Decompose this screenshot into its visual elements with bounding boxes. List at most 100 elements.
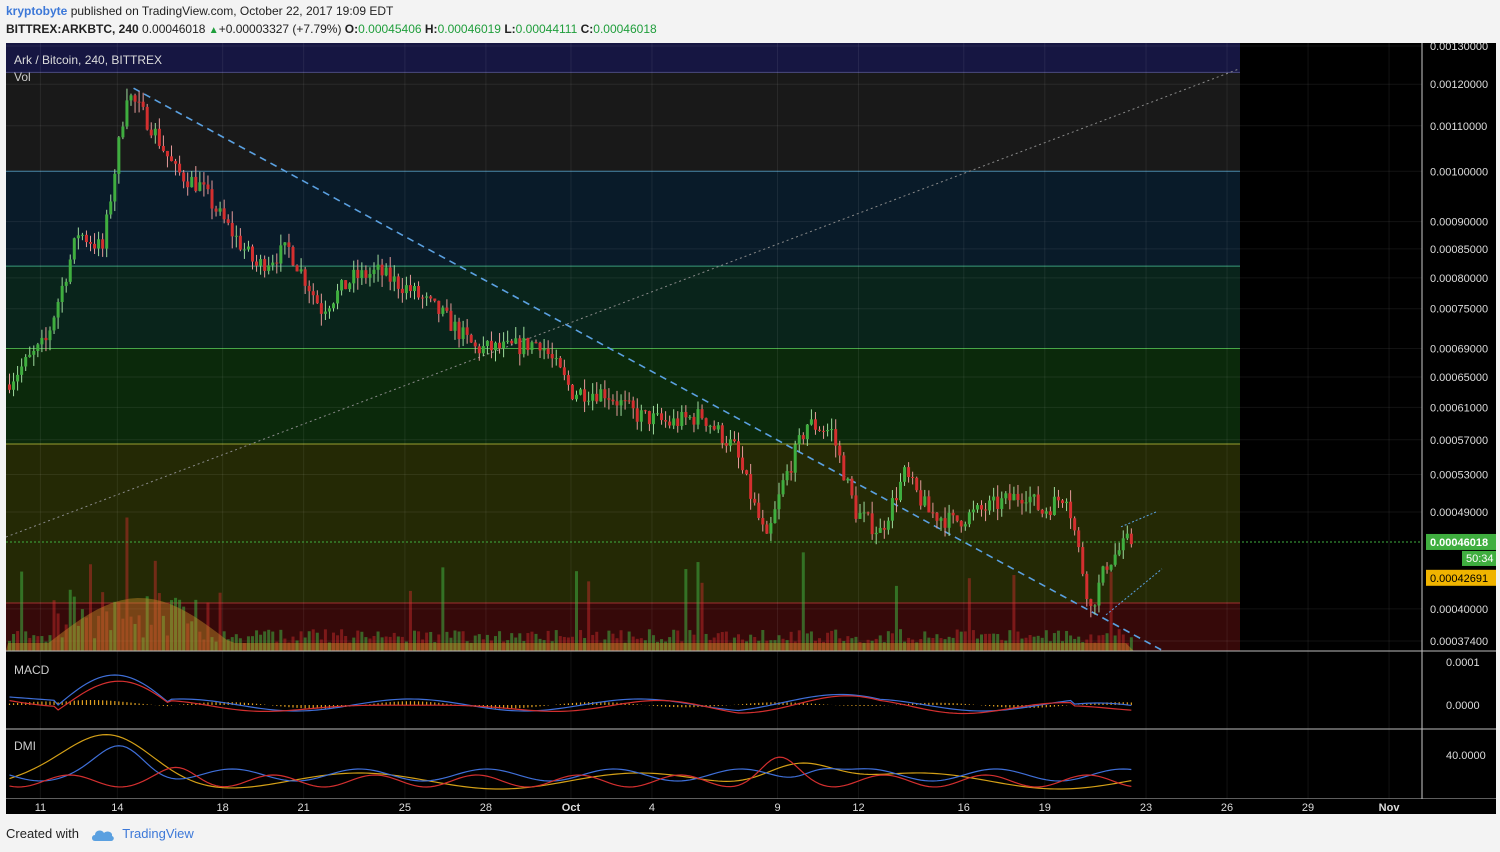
volume-bar: [822, 641, 826, 651]
volume-bar: [801, 552, 805, 651]
volume-bar: [153, 560, 157, 651]
open-value: 0.00045406: [358, 22, 422, 36]
volume-bar: [340, 629, 344, 651]
candle-body: [684, 411, 688, 418]
volume-bar: [911, 639, 915, 651]
candle-body: [481, 346, 485, 354]
volume-bar: [899, 629, 902, 651]
last-price: 0.00046018: [142, 22, 206, 36]
candle-body: [712, 425, 716, 430]
volume-bar: [676, 630, 680, 651]
symbol-label: BITTREX:ARKBTC, 240: [6, 22, 139, 36]
volume-bar: [396, 636, 400, 651]
volume-bar: [579, 630, 583, 651]
fib-band: [6, 266, 1240, 349]
price-tick-label: 0.00065000: [1430, 372, 1488, 384]
time-tick-label: 25: [399, 802, 411, 814]
volume-bar: [170, 600, 173, 651]
volume-bar: [461, 631, 465, 651]
candle-body: [1069, 501, 1073, 519]
volume-bar: [1125, 642, 1129, 651]
volume-bar: [206, 602, 210, 651]
candle-body: [404, 285, 408, 294]
volume-bar: [186, 623, 190, 651]
volume-bar: [514, 637, 518, 651]
candle-body: [850, 478, 854, 496]
volume-bar: [797, 630, 801, 651]
volume-bar: [704, 633, 708, 651]
candle-body: [975, 505, 979, 510]
candle-body: [939, 518, 943, 521]
volume-bar: [20, 571, 24, 651]
candle-body: [538, 342, 542, 351]
volume-bar: [457, 631, 461, 651]
candle-body: [830, 429, 834, 431]
volume-bar: [28, 637, 32, 651]
volume-bar: [631, 636, 635, 651]
volume-bar: [773, 640, 777, 651]
volume-bar: [842, 641, 846, 651]
candle-body: [498, 342, 502, 349]
volume-bar: [89, 564, 92, 651]
volume-bar: [1056, 630, 1060, 651]
level-tag-text: 0.00042691: [1430, 573, 1488, 585]
candle-body: [226, 219, 230, 223]
candle-body: [911, 477, 915, 479]
author-link[interactable]: kryptobyte: [6, 4, 68, 18]
candle-body: [376, 264, 380, 270]
candle-body: [445, 307, 449, 311]
volume-bar: [267, 629, 271, 651]
candle-body: [530, 342, 534, 351]
price-tick-label: 0.00053000: [1430, 470, 1488, 482]
volume-bar: [238, 638, 242, 651]
countdown-tag-text: 50:34: [1466, 553, 1494, 565]
tradingview-link[interactable]: TradingView: [122, 826, 194, 841]
price-tick-label: 0.00075000: [1430, 304, 1488, 316]
volume-bar: [275, 641, 279, 651]
volume-bar: [639, 638, 643, 651]
volume-bar: [380, 637, 384, 651]
candle-body: [980, 505, 983, 510]
volume-bar: [141, 637, 145, 651]
candle-body: [1129, 533, 1133, 545]
candle-body: [935, 512, 939, 521]
channel-lower-line: [1105, 568, 1163, 616]
price-tick-label: 0.00130000: [1430, 43, 1488, 53]
volume-bar: [388, 636, 392, 651]
candle-body: [846, 478, 850, 481]
candle-body: [101, 239, 105, 249]
volume-bar: [449, 637, 453, 651]
candle-body: [554, 358, 558, 360]
volume-bar: [1089, 634, 1093, 651]
candle-body: [619, 400, 623, 406]
candle-body: [797, 435, 801, 445]
volume-bar: [793, 641, 797, 651]
volume-bar: [708, 639, 712, 651]
volume-bar: [1036, 635, 1040, 651]
chart-svg[interactable]: 0.00130000 0.00120000 0.00110000 0.00100000…: [5, 41, 1496, 814]
candle-body: [396, 276, 400, 289]
volume-bar: [303, 637, 307, 651]
candle-body: [907, 467, 911, 478]
volume-bar: [453, 630, 457, 651]
volume-bar: [813, 640, 817, 651]
candle-body: [635, 408, 639, 422]
candle-body: [485, 340, 489, 347]
candle-body: [1016, 493, 1020, 500]
volume-bar: [404, 641, 408, 651]
volume-bar: [76, 625, 80, 651]
volume-bar: [785, 640, 789, 651]
volume-bar: [886, 631, 890, 651]
volume-bar: [846, 636, 850, 651]
price-tick-label: 0.00110000: [1430, 121, 1487, 133]
volume-bar: [1040, 637, 1044, 651]
volume-bar: [943, 639, 947, 651]
candle-body: [696, 409, 700, 425]
volume-bar: [477, 634, 481, 651]
macd-tick-label: 0.0001: [1446, 657, 1480, 669]
candle-body: [672, 418, 676, 426]
candle-body: [137, 101, 141, 103]
volume-bar: [246, 636, 250, 651]
candle-body: [24, 357, 28, 367]
chart-area[interactable]: 0.00130000 0.00120000 0.00110000 0.00100000…: [5, 41, 1496, 814]
